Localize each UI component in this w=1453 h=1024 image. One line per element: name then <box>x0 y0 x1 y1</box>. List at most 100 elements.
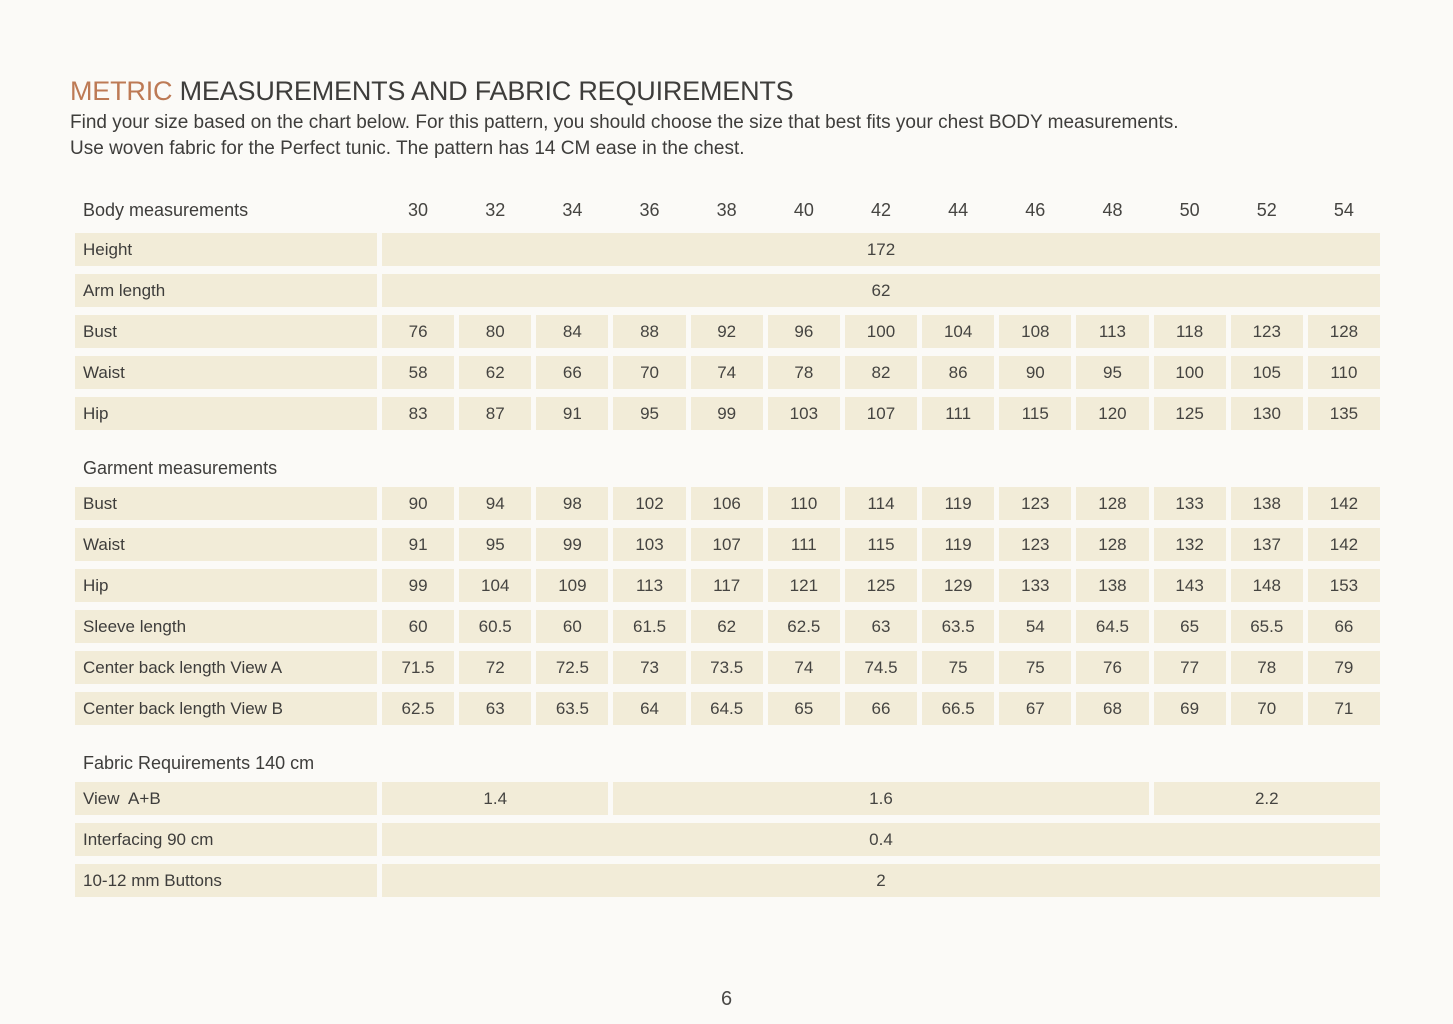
row-label: Height <box>75 233 377 266</box>
row-label: Hip <box>75 397 377 430</box>
group-value-cell: 2.2 <box>1153 782 1380 815</box>
value-cell: 63 <box>844 610 918 643</box>
size-header-cell: 44 <box>948 199 969 220</box>
intro-line-1: Find your size based on the chart below.… <box>70 112 1179 133</box>
value-cell: 73.5 <box>690 651 763 684</box>
value-cell: 88 <box>613 315 686 348</box>
value-cell: 125 <box>1153 397 1226 430</box>
value-cell: 119 <box>922 487 995 520</box>
body-measurements-section-label: Body measurements <box>83 199 249 220</box>
fabric-requirements-rows: View A+B 1.4 1.6 2.2 Interfacing 90 cm 0.4 10-… <box>75 782 1380 897</box>
value-cell: 69 <box>1153 692 1226 725</box>
value-cell: 75 <box>922 651 995 684</box>
value-cell: 92 <box>690 315 763 348</box>
value-cell: 90 <box>382 487 455 520</box>
span-value-cell: 172 <box>382 233 1380 266</box>
value-cell: 100 <box>844 315 918 348</box>
value-cell: 65 <box>1153 610 1226 643</box>
value-cell: 82 <box>844 356 918 389</box>
size-header-cell: 46 <box>1025 199 1046 220</box>
group-value-cell: 1.6 <box>613 782 1149 815</box>
value-cell: 107 <box>844 397 918 430</box>
value-cell: 80 <box>459 315 532 348</box>
value-cell: 60 <box>382 610 455 643</box>
table-row: Height 172 <box>75 233 1380 266</box>
value-cell: 66.5 <box>922 692 995 725</box>
value-cell: 114 <box>844 487 918 520</box>
fabric-section-label: Fabric Requirements 140 cm <box>83 753 315 773</box>
value-cell: 117 <box>690 569 763 602</box>
table-row: Waist 58 62 66 70 74 78 82 86 90 95 100 105 110 <box>75 356 1380 389</box>
page-title-accent: METRIC <box>70 76 173 106</box>
value-cell: 78 <box>767 356 840 389</box>
value-cell: 100 <box>1153 356 1226 389</box>
value-cell: 76 <box>1076 651 1149 684</box>
value-cell: 135 <box>1307 397 1380 430</box>
value-cell: 95 <box>1076 356 1149 389</box>
value-cell: 64.5 <box>690 692 763 725</box>
value-cell: 91 <box>382 528 455 561</box>
value-cell: 62.5 <box>382 692 455 725</box>
row-label: View A+B <box>75 782 377 815</box>
value-cell: 133 <box>1153 487 1226 520</box>
size-header-cell: 42 <box>870 199 891 220</box>
value-cell: 72.5 <box>536 651 609 684</box>
value-cell: 90 <box>999 356 1072 389</box>
value-cell: 138 <box>1230 487 1303 520</box>
value-cell: 72 <box>459 651 532 684</box>
value-cell: 133 <box>999 569 1072 602</box>
value-cell: 66 <box>844 692 918 725</box>
body-measurements-rows: Height 172 Arm length 62 Bust 76 80 84 88 92 96 100… <box>75 233 1380 430</box>
value-cell: 102 <box>613 487 686 520</box>
value-cell: 128 <box>1076 487 1149 520</box>
row-label: Center back length View A <box>75 651 377 684</box>
value-cell: 70 <box>1230 692 1303 725</box>
value-cell: 63 <box>459 692 532 725</box>
value-cell: 78 <box>1230 651 1303 684</box>
value-cell: 143 <box>1153 569 1226 602</box>
value-cell: 142 <box>1307 528 1380 561</box>
value-cell: 66 <box>536 356 609 389</box>
value-cell: 64.5 <box>1076 610 1149 643</box>
value-cell: 125 <box>844 569 918 602</box>
value-cell: 128 <box>1076 528 1149 561</box>
value-cell: 95 <box>459 528 532 561</box>
value-cell: 113 <box>1076 315 1149 348</box>
garment-measurements-rows: Bust 90 94 98 102 106 110 114 119 123 128 133 138 142… <box>75 487 1380 725</box>
value-cell: 65 <box>767 692 840 725</box>
value-cell: 115 <box>999 397 1072 430</box>
value-cell: 108 <box>999 315 1072 348</box>
measurements-table: Body measurements 30 32 34 36 38 40 42 44 46 48 50… <box>75 195 1380 905</box>
value-cell: 129 <box>922 569 995 602</box>
table-row: Bust 90 94 98 102 106 110 114 119 123 128 133 138 142 <box>75 487 1380 520</box>
value-cell: 138 <box>1076 569 1149 602</box>
value-cell: 67 <box>999 692 1072 725</box>
value-cell: 99 <box>536 528 609 561</box>
value-cell: 153 <box>1307 569 1380 602</box>
value-cell: 83 <box>382 397 455 430</box>
value-cell: 65.5 <box>1230 610 1303 643</box>
value-cell: 120 <box>1076 397 1149 430</box>
value-cell: 71 <box>1307 692 1380 725</box>
size-header-cell: 36 <box>639 199 660 220</box>
size-header-cell: 30 <box>408 199 429 220</box>
value-cell: 113 <box>613 569 686 602</box>
value-cell: 121 <box>767 569 840 602</box>
size-header-cell: 52 <box>1256 199 1277 220</box>
garment-section-label: Garment measurements <box>83 458 278 478</box>
value-cell: 84 <box>536 315 609 348</box>
value-cell: 74 <box>767 651 840 684</box>
value-cell: 106 <box>690 487 763 520</box>
value-cell: 104 <box>922 315 995 348</box>
value-cell: 62 <box>459 356 532 389</box>
size-header-cell: 54 <box>1333 199 1354 220</box>
value-cell: 54 <box>999 610 1072 643</box>
page-number: 6 <box>720 988 733 1010</box>
value-cell: 76 <box>382 315 455 348</box>
size-header-cell: 50 <box>1179 199 1200 220</box>
table-row: Center back length View A 71.5 72 72.5 73 73.… <box>75 651 1380 684</box>
value-cell: 77 <box>1153 651 1226 684</box>
value-cell: 68 <box>1076 692 1149 725</box>
value-cell: 61.5 <box>613 610 686 643</box>
value-cell: 123 <box>999 487 1072 520</box>
